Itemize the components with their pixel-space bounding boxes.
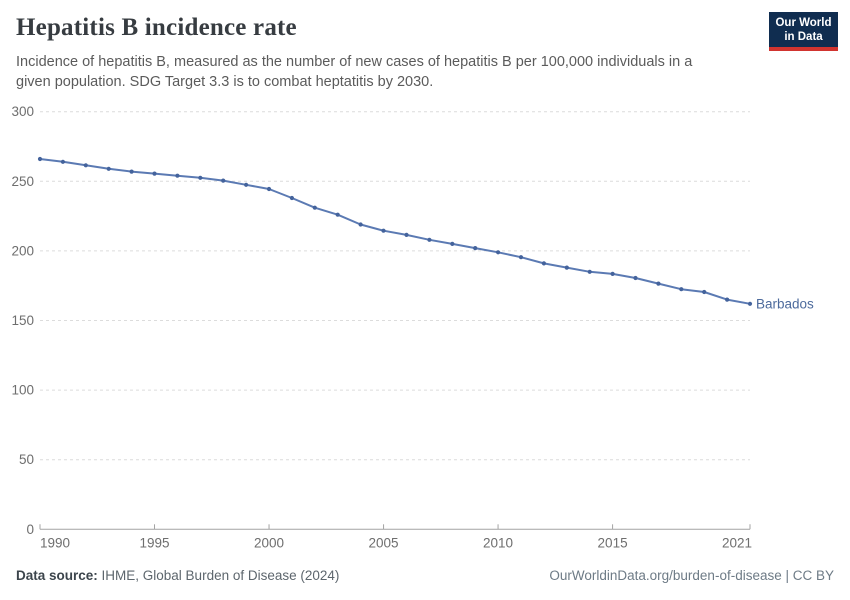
data-point[interactable] (381, 228, 386, 233)
data-point[interactable] (473, 246, 478, 251)
x-axis-tick-label: 2010 (483, 535, 513, 550)
data-point[interactable] (679, 287, 684, 292)
data-point[interactable] (289, 195, 294, 201)
line-chart-svg: 0 50 100 150 200 250 300 1990 1995 2000 2005 2010 20… (11, 104, 814, 550)
data-point[interactable] (725, 297, 730, 302)
data-source: Data source: IHME, Global Burden of Dise… (16, 568, 339, 583)
x-axis-tick-label: 1990 (40, 535, 70, 550)
data-point[interactable] (266, 186, 272, 192)
data-point[interactable] (587, 269, 592, 274)
y-axis-tick-label: 200 (11, 243, 34, 258)
x-axis-tick-label: 2000 (254, 535, 284, 550)
chart-header: Hepatitis B incidence rate Incidence of … (16, 14, 834, 92)
data-point[interactable] (335, 212, 340, 217)
data-point[interactable] (702, 289, 707, 295)
data-point[interactable] (83, 163, 88, 168)
data-source-label: Data source: (16, 568, 98, 583)
x-axis-tick-label: 2015 (598, 535, 628, 550)
data-point[interactable] (518, 255, 524, 260)
data-point[interactable] (450, 241, 455, 246)
data-point[interactable] (541, 261, 547, 266)
y-axis-tick-label: 300 (11, 104, 34, 119)
data-point[interactable] (60, 159, 65, 164)
data-point[interactable] (37, 156, 43, 162)
data-source-value: IHME, Global Burden of Disease (2024) (97, 568, 340, 583)
data-point[interactable] (404, 232, 409, 237)
data-point[interactable] (610, 271, 615, 276)
data-point[interactable] (129, 169, 134, 174)
entity-label-barbados[interactable]: Barbados (756, 296, 814, 311)
y-axis-tick-label: 250 (11, 174, 34, 189)
data-point[interactable] (198, 175, 203, 180)
data-point[interactable] (221, 178, 226, 183)
x-axis-tick-label: 1995 (139, 535, 169, 550)
data-point[interactable] (244, 182, 249, 187)
data-point[interactable] (427, 237, 432, 242)
chart-footer: Data source: IHME, Global Burden of Dise… (16, 568, 834, 583)
y-axis-tick-label: 150 (11, 313, 34, 328)
data-point[interactable] (633, 275, 638, 281)
y-axis-tick-label: 0 (26, 522, 34, 537)
data-point[interactable] (358, 222, 363, 227)
data-point[interactable] (152, 171, 157, 176)
owid-logo[interactable]: Our World in Data (769, 12, 838, 51)
x-axis-tick-label: 2005 (369, 535, 399, 550)
line-chart: 0 50 100 150 200 250 300 1990 1995 2000 2005 2010 20… (0, 95, 850, 570)
page-title: Hepatitis B incidence rate (16, 14, 297, 41)
y-axis-tick-label: 100 (11, 383, 34, 398)
data-point[interactable] (747, 301, 753, 306)
chart-subtitle: Incidence of hepatitis B, measured as th… (16, 54, 693, 90)
y-axis-tick-label: 50 (19, 452, 34, 467)
series-line-barbados[interactable] (39, 158, 751, 305)
owid-logo-line2: in Data (784, 31, 823, 43)
data-point[interactable] (656, 281, 661, 286)
data-point[interactable] (496, 250, 501, 255)
owid-logo-line1: Our World (775, 17, 832, 29)
owid-credit-link[interactable]: OurWorldinData.org/burden-of-disease | C… (549, 568, 834, 583)
data-point[interactable] (564, 265, 569, 270)
x-axis-tick-label: 2021 (722, 535, 752, 550)
data-point[interactable] (106, 166, 111, 171)
data-point[interactable] (175, 173, 180, 178)
data-point[interactable] (312, 205, 317, 210)
